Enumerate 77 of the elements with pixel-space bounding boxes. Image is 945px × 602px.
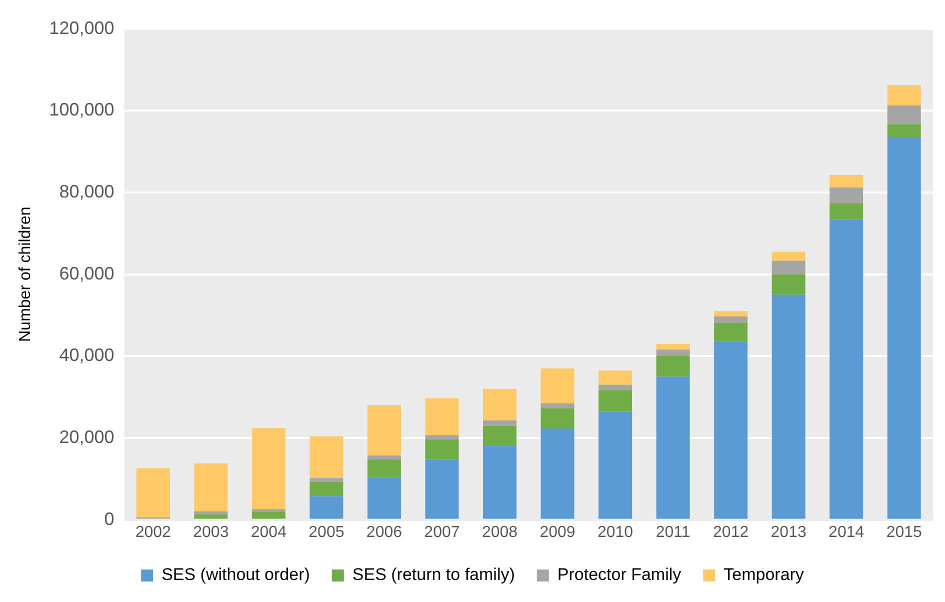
bar xyxy=(714,342,748,519)
bar xyxy=(194,514,228,519)
bar xyxy=(252,509,286,512)
y-tick-label: 0 xyxy=(104,508,114,529)
y-tick-label: 80,000 xyxy=(59,181,114,202)
y-tick-label: 20,000 xyxy=(59,426,114,447)
y-tick-label: 100,000 xyxy=(49,100,114,120)
bar xyxy=(830,204,864,220)
bar xyxy=(714,316,748,323)
x-tick-label: 2008 xyxy=(482,524,518,541)
bar xyxy=(367,456,401,460)
x-tick-label: 2004 xyxy=(250,524,287,541)
x-tick-label: 2006 xyxy=(366,524,402,541)
bar xyxy=(772,294,806,519)
x-tick-label: 2007 xyxy=(424,524,460,541)
bar xyxy=(887,105,921,124)
x-tick-label: 2015 xyxy=(886,524,922,541)
legend-label: SES (without order) xyxy=(162,565,310,584)
bar xyxy=(656,350,690,356)
bar xyxy=(540,368,574,404)
bar xyxy=(830,220,864,519)
bar xyxy=(367,405,401,456)
bar xyxy=(598,384,632,390)
bar xyxy=(540,428,574,519)
legend-label: Protector Family xyxy=(557,565,682,584)
bar xyxy=(656,344,690,350)
bar xyxy=(714,322,748,342)
x-tick-label: 2011 xyxy=(656,524,690,541)
bar xyxy=(482,426,516,446)
bar xyxy=(887,85,921,106)
bar xyxy=(367,459,401,478)
bar xyxy=(425,435,459,440)
y-tick-label: 120,000 xyxy=(49,18,114,38)
bar xyxy=(252,512,286,519)
bar xyxy=(194,463,228,512)
bar xyxy=(887,124,921,138)
x-tick-label: 2005 xyxy=(308,524,344,541)
bar xyxy=(830,174,864,188)
bar xyxy=(310,436,344,478)
bar xyxy=(425,439,459,460)
bar xyxy=(252,428,286,510)
bar xyxy=(310,478,344,482)
x-tick-label: 2014 xyxy=(828,524,864,541)
x-tick-label: 2010 xyxy=(597,524,634,541)
x-tick-label: 2012 xyxy=(713,524,749,541)
x-tick-label: 2003 xyxy=(193,524,229,541)
bar xyxy=(367,478,401,519)
bar xyxy=(772,274,806,295)
bar xyxy=(310,482,344,496)
bar xyxy=(830,188,864,204)
bar xyxy=(540,403,574,408)
bar xyxy=(310,496,344,519)
legend-label: SES (return to family) xyxy=(352,565,515,584)
bar xyxy=(656,355,690,377)
x-tick-label: 2013 xyxy=(770,524,806,541)
bar xyxy=(656,376,690,519)
bar xyxy=(887,138,921,519)
legend-label: Temporary xyxy=(724,565,804,584)
bar xyxy=(194,511,228,514)
bar xyxy=(772,260,806,274)
bar xyxy=(714,311,748,316)
bar xyxy=(598,390,632,412)
bar xyxy=(482,420,516,426)
bar xyxy=(425,398,459,436)
y-tick-label: 40,000 xyxy=(59,345,114,366)
bar xyxy=(598,370,632,385)
bar xyxy=(482,446,516,519)
x-tick-label: 2002 xyxy=(135,524,172,541)
y-axis-title: Number of children xyxy=(17,206,34,342)
bar xyxy=(482,388,516,420)
bar xyxy=(598,411,632,519)
bar xyxy=(136,468,170,518)
bar xyxy=(540,408,574,429)
y-tick-label: 60,000 xyxy=(59,263,114,284)
bar xyxy=(425,460,459,519)
bar xyxy=(772,252,806,261)
x-tick-label: 2009 xyxy=(540,524,576,541)
